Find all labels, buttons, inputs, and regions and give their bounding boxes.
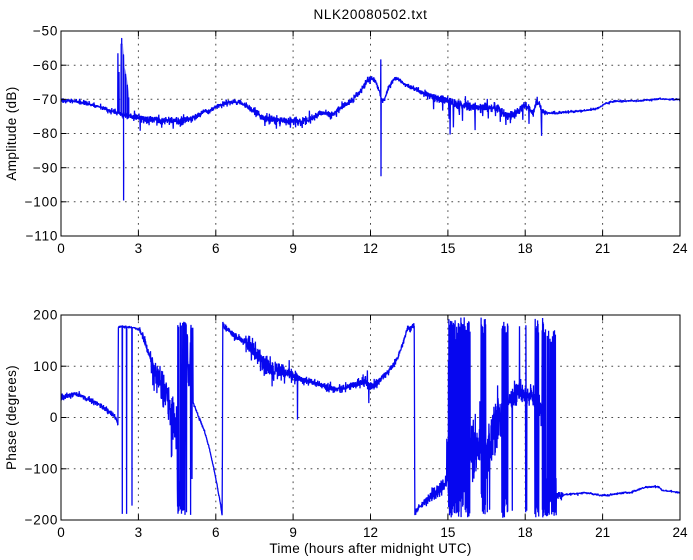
svg-text:18: 18: [518, 525, 533, 540]
svg-text:3: 3: [135, 525, 143, 540]
svg-text:NLK20080502.txt: NLK20080502.txt: [313, 7, 427, 22]
svg-text:−200: −200: [25, 513, 59, 528]
svg-text:−80: −80: [33, 126, 58, 141]
svg-text:−50: −50: [33, 24, 58, 39]
svg-text:3: 3: [135, 241, 143, 256]
svg-text:12: 12: [363, 241, 378, 256]
svg-text:−110: −110: [26, 229, 59, 244]
svg-text:−100: −100: [25, 461, 59, 476]
svg-text:9: 9: [289, 241, 297, 256]
svg-text:15: 15: [440, 525, 455, 540]
svg-text:Amplitude (dB): Amplitude (dB): [4, 86, 19, 180]
svg-text:12: 12: [363, 525, 378, 540]
svg-text:21: 21: [595, 241, 610, 256]
svg-text:−90: −90: [33, 160, 58, 175]
svg-text:18: 18: [518, 241, 533, 256]
svg-text:9: 9: [289, 525, 297, 540]
svg-text:Time (hours after midnight UTC: Time (hours after midnight UTC): [269, 541, 471, 556]
svg-text:−60: −60: [33, 58, 58, 73]
svg-text:100: 100: [33, 359, 58, 374]
svg-text:−70: −70: [33, 92, 58, 107]
svg-text:24: 24: [672, 241, 688, 256]
svg-text:24: 24: [672, 525, 688, 540]
svg-text:21: 21: [595, 525, 610, 540]
svg-text:6: 6: [212, 241, 220, 256]
svg-text:0: 0: [50, 410, 58, 425]
svg-text:−100: −100: [25, 195, 59, 210]
svg-text:6: 6: [212, 525, 220, 540]
svg-text:0: 0: [57, 241, 65, 256]
svg-text:0: 0: [57, 525, 65, 540]
svg-text:200: 200: [33, 308, 58, 323]
svg-text:Phase (degrees): Phase (degrees): [4, 365, 19, 470]
svg-text:15: 15: [440, 241, 455, 256]
